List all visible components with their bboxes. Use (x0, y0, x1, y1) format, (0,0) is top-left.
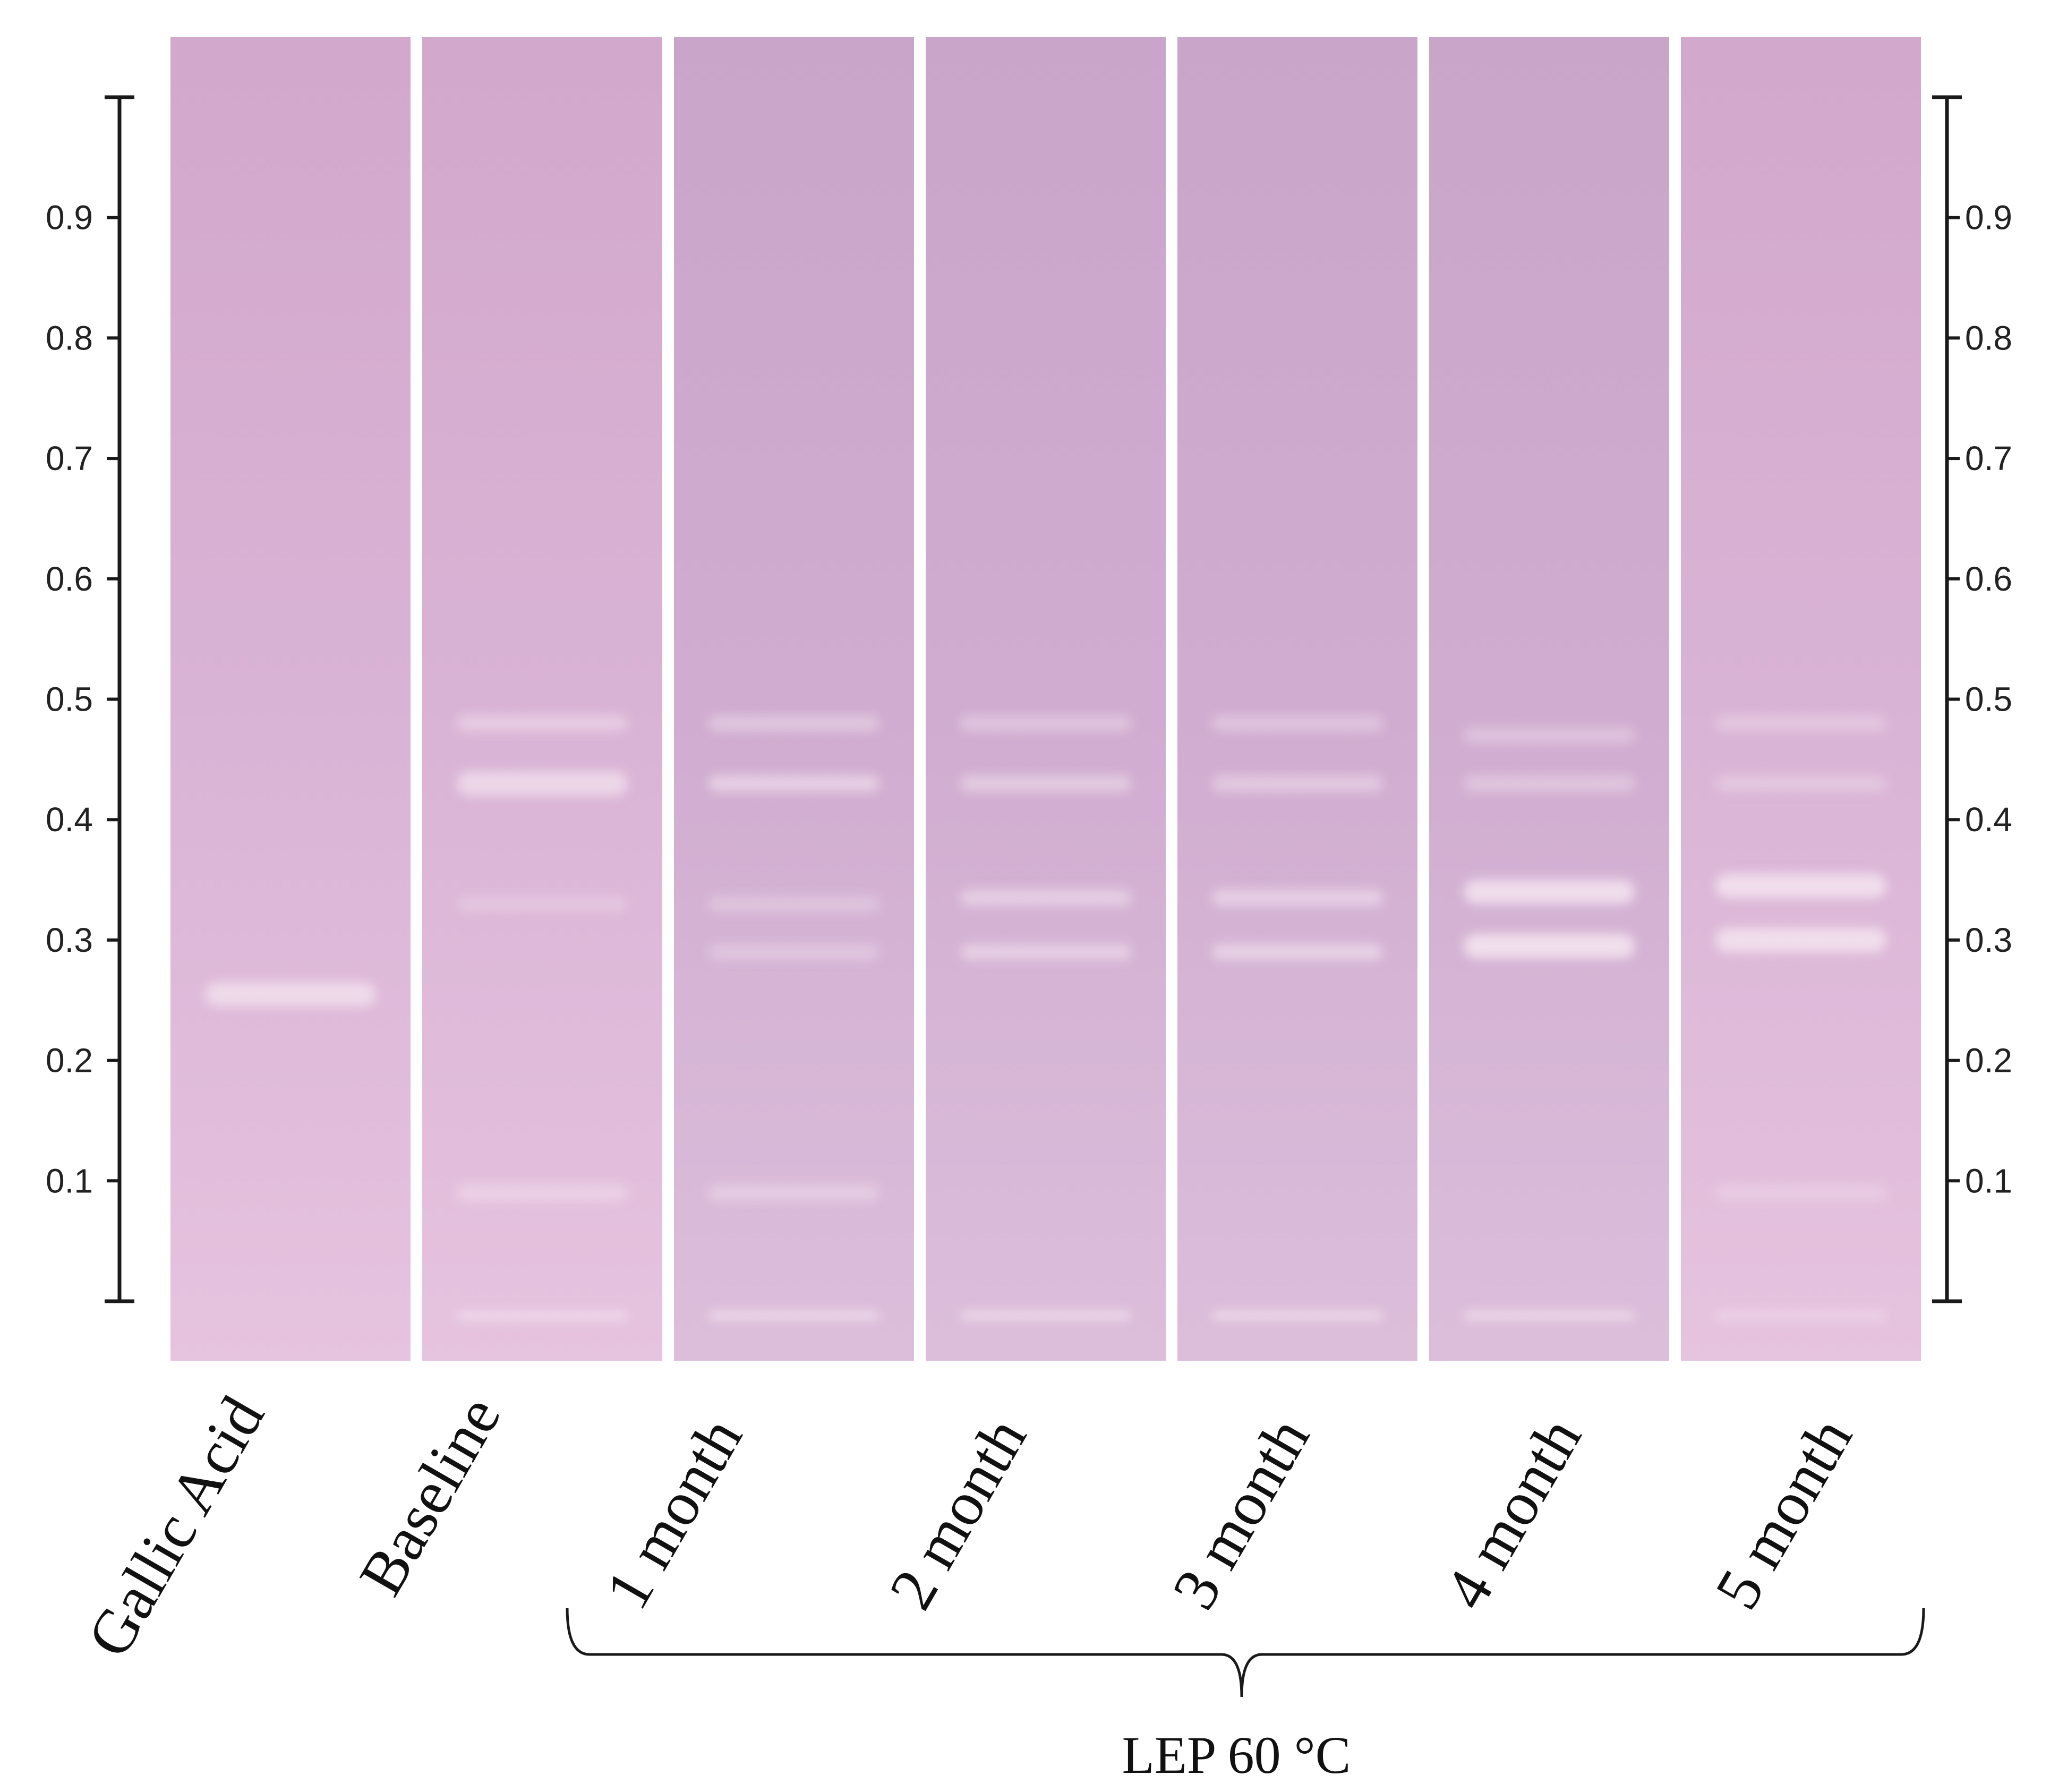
scale-tick-label: 0.4 (1965, 800, 2012, 839)
lane-label: 5 month (1702, 1406, 1865, 1620)
tlc-band (708, 775, 879, 792)
tlc-lane-strip (926, 37, 1166, 1361)
scale-tick-label: 0.5 (1965, 680, 2012, 719)
tlc-band (1464, 775, 1635, 792)
tlc-lane-strip (1177, 37, 1417, 1361)
tlc-band (960, 944, 1131, 960)
tlc-band (1715, 927, 1886, 952)
tlc-band (457, 1184, 628, 1201)
scale-tick-label: 0.4 (46, 800, 93, 839)
tlc-band (457, 895, 628, 912)
scale-tick-label: 0.9 (46, 199, 93, 237)
tlc-band (1464, 727, 1635, 744)
tlc-band (1212, 890, 1383, 906)
scale-tick-label: 0.7 (46, 439, 93, 477)
tlc-band (960, 715, 1131, 731)
tlc-band (1715, 873, 1886, 898)
tlc-lane-strip (422, 37, 662, 1361)
tlc-band (205, 982, 376, 1006)
right-rf-scale: 0.9 0.8 0.7 0.6 0.5 0.4 0.3 0.2 0.1 (1932, 95, 2012, 1303)
tlc-band-layer (205, 715, 1886, 1320)
left-rf-scale: 0.9 0.8 0.7 0.6 0.5 0.4 0.3 0.2 0.1 (46, 95, 134, 1303)
group-label: LEP 60 °C (1122, 1726, 1351, 1785)
tlc-lane-strip (170, 37, 411, 1361)
scale-tick-label: 0.2 (46, 1042, 93, 1080)
tlc-band (960, 1312, 1131, 1320)
tlc-lane-strip (1429, 37, 1669, 1361)
scale-tick-label: 0.1 (46, 1162, 93, 1200)
scale-tick-label: 0.6 (46, 560, 93, 598)
tlc-band (1464, 934, 1635, 959)
lane-label: 4 month (1431, 1406, 1594, 1620)
lane-label: Gallic Acid (74, 1385, 278, 1669)
scale-tick-label: 0.3 (1965, 921, 2012, 959)
tlc-band (960, 890, 1131, 906)
tlc-band (708, 715, 879, 731)
tlc-band (1212, 715, 1383, 731)
scale-tick-label: 0.7 (1965, 439, 2012, 477)
tlc-band (457, 715, 628, 731)
scale-tick-label: 0.9 (1965, 199, 2012, 237)
group-brace (566, 1608, 1925, 1697)
tlc-band (457, 1312, 628, 1320)
tlc-band (457, 771, 628, 796)
tlc-band (1464, 1312, 1635, 1320)
scale-tick-label: 0.6 (1965, 560, 2012, 598)
tlc-band (1715, 715, 1886, 731)
tlc-band (1715, 1312, 1886, 1320)
scale-tick-label: 0.3 (46, 921, 93, 959)
tlc-band (1715, 1184, 1886, 1201)
scale-tick-label: 0.8 (46, 319, 93, 357)
lane-label: 3 month (1159, 1406, 1322, 1620)
scale-tick-label: 0.8 (1965, 319, 2012, 357)
tlc-band (1212, 944, 1383, 960)
tlc-lane-strip (1681, 37, 1921, 1361)
tlc-band (708, 1312, 879, 1320)
lane-label: Baseline (346, 1385, 514, 1607)
tlc-lane-strip (674, 37, 914, 1361)
tlc-band (1212, 1312, 1383, 1320)
lane-labels: Gallic Acid Baseline 1 month 2 month 3 month… (74, 1385, 1866, 1669)
tlc-band (708, 944, 879, 960)
scale-tick-label: 0.1 (1965, 1162, 2012, 1200)
tlc-band (708, 895, 879, 912)
tlc-plate-strips (170, 37, 1921, 1361)
lane-label: 1 month (592, 1406, 755, 1620)
scale-tick-label: 0.2 (1965, 1042, 2012, 1080)
scale-tick-label: 0.5 (46, 680, 93, 719)
tlc-band (1212, 775, 1383, 792)
tlc-band (708, 1184, 879, 1201)
tlc-band (1464, 880, 1635, 904)
tlc-band (1715, 775, 1886, 792)
lane-label: 2 month (876, 1406, 1039, 1620)
tlc-band (960, 775, 1131, 792)
